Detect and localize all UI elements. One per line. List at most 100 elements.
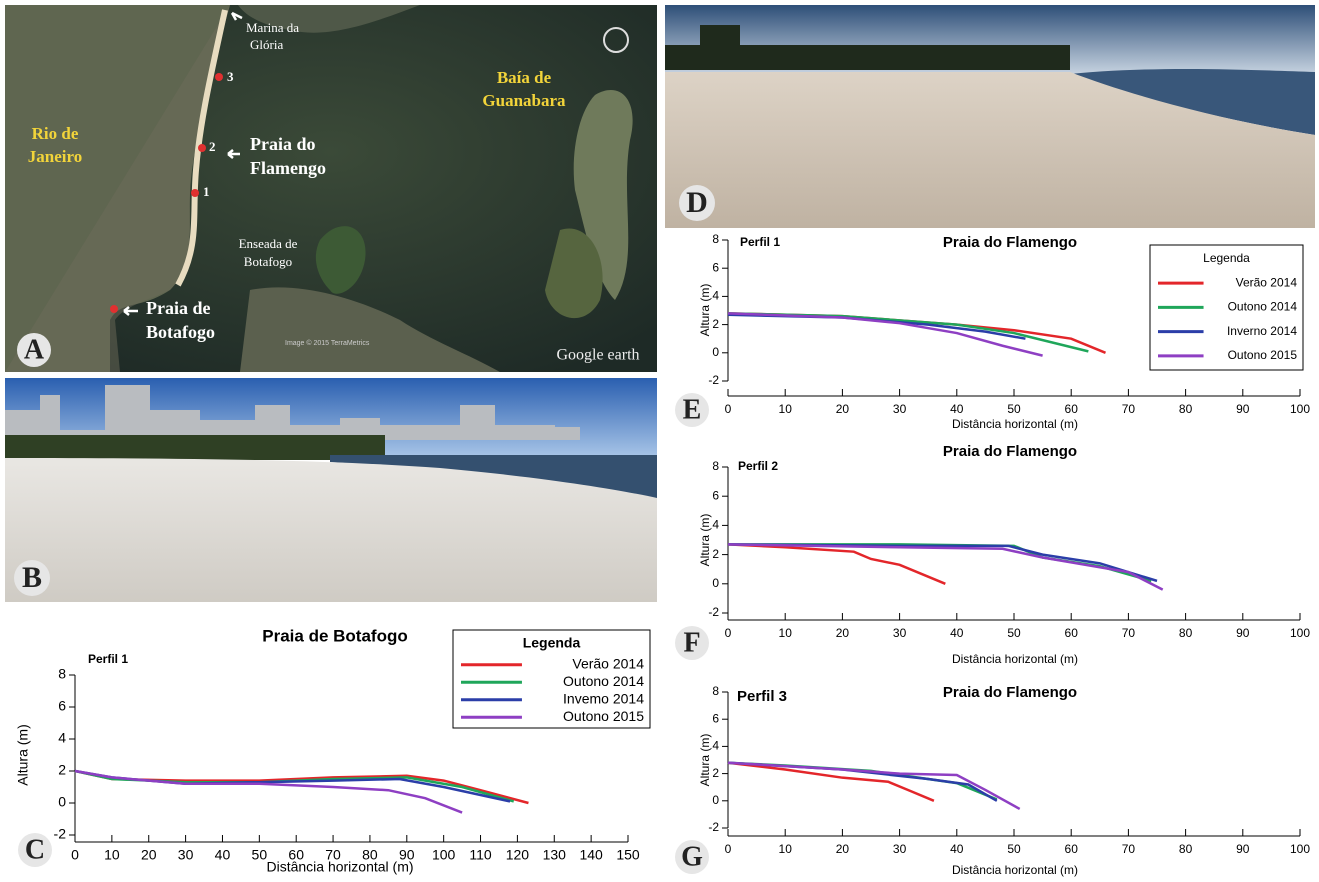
panel-letter: D [686,186,708,219]
y-axis-label: Altura (m) [698,514,712,567]
x-axis-label: Distância horizontal (m) [266,859,413,875]
photo-trees [5,435,385,460]
x-axis-label: Distância horizontal (m) [952,863,1078,877]
x-axis-label: Distância horizontal (m) [952,417,1078,431]
y-tick-label: 6 [712,488,719,502]
y-axis-label: Altura (m) [698,284,712,337]
x-tick-label: 70 [1122,626,1136,640]
x-tick-label: 140 [579,847,603,863]
x-tick-label: 30 [178,847,194,863]
x-tick-label: 0 [725,842,732,856]
x-tick-label: 30 [893,842,907,856]
x-tick-label: 20 [836,402,850,416]
map-label: Praia de [146,298,211,318]
x-tick-label: 20 [836,842,850,856]
legend-title: Legenda [1203,251,1250,265]
map-label: Flamengo [250,158,326,178]
point-marker [198,144,206,152]
legend-title: Legenda [523,635,581,651]
legend-label: Verão 2014 [572,655,644,671]
x-axis-label: Distância horizontal (m) [952,652,1078,666]
chart-title: Praia do Flamengo [943,234,1077,251]
chart-title: Praia de Botafogo [262,626,407,645]
photo-panel: D [665,5,1315,228]
y-tick-label: -2 [708,605,719,619]
y-tick-label: 8 [712,232,719,246]
x-tick-label: 100 [1290,842,1310,856]
x-tick-label: 80 [1179,626,1193,640]
y-tick-label: 4 [712,289,719,303]
point-marker [110,305,118,313]
legend-label: Invemo 2014 [563,690,644,706]
x-tick-label: 50 [1007,842,1021,856]
x-tick-label: 0 [725,626,732,640]
map-label: Enseada de [239,236,298,251]
x-tick-label: 150 [616,847,640,863]
profile-line [728,544,945,583]
y-tick-label: -2 [708,373,719,387]
x-tick-label: 20 [141,847,157,863]
x-tick-label: 100 [1290,402,1310,416]
y-tick-label: 2 [712,317,719,331]
panel-letter: B [22,561,42,594]
map-label: Glória [250,37,283,52]
legend-label: Outono 2015 [563,708,644,724]
x-tick-label: 60 [1065,402,1079,416]
chart-subtitle: Perfil 2 [738,459,778,473]
x-tick-label: 0 [71,847,79,863]
x-tick-label: 130 [543,847,567,863]
x-tick-label: 50 [252,847,268,863]
y-tick-label: 4 [58,730,66,746]
map-label: Botafogo [146,322,215,342]
map-label: Baía de [497,68,552,87]
y-axis-label: Altura (m) [15,724,31,785]
figure: 3 2 1 Marina da Glória Baía de Guanabara… [0,0,1319,877]
x-tick-label: 100 [1290,626,1310,640]
profile-line [728,544,1157,581]
chart-title: Praia do Flamengo [943,443,1077,460]
y-tick-label: 0 [712,345,719,359]
x-tick-label: 40 [950,402,964,416]
profile-line [728,763,1020,809]
panel-letter: C [25,834,45,865]
map-label: Rio de [32,124,79,143]
point-label: 2 [209,139,216,154]
x-tick-label: 90 [1236,402,1250,416]
x-tick-label: 100 [432,847,456,863]
x-tick-label: 10 [779,842,793,856]
legend-label: Outono 2014 [563,673,644,689]
chart-subtitle: Perfil 3 [737,688,787,705]
chart-subtitle: Perfil 1 [88,652,128,666]
chart-title: Praia do Flamengo [943,684,1077,701]
x-tick-label: 120 [506,847,530,863]
y-tick-label: 6 [712,711,719,725]
y-tick-label: 8 [712,459,719,473]
y-tick-label: 8 [712,684,719,698]
point-marker [215,73,223,81]
panel-letter: E [683,394,702,425]
y-tick-label: 2 [712,547,719,561]
map-label: Praia do [250,134,316,154]
legend-label: Outono 2015 [1228,348,1298,362]
x-tick-label: 40 [950,842,964,856]
x-tick-label: 70 [1122,842,1136,856]
y-tick-label: 0 [58,794,66,810]
x-tick-label: 50 [1007,626,1021,640]
y-tick-label: 2 [712,766,719,780]
x-tick-label: 30 [893,402,907,416]
x-tick-label: 40 [950,626,964,640]
map-credit: Image © 2015 TerraMetrics [285,339,370,347]
photo-panel: B [5,378,657,602]
x-tick-label: 60 [1065,842,1079,856]
chart-subtitle: Perfil 1 [740,235,780,249]
y-tick-label: 0 [712,576,719,590]
panel-letter: G [681,841,703,872]
map-panel: 3 2 1 Marina da Glória Baía de Guanabara… [5,5,657,372]
x-tick-label: 30 [893,626,907,640]
x-tick-label: 110 [469,847,492,863]
x-tick-label: 40 [215,847,231,863]
map-label: Janeiro [28,147,82,166]
y-tick-label: 0 [712,793,719,807]
x-tick-label: 20 [836,626,850,640]
panel-letter: F [683,627,700,658]
